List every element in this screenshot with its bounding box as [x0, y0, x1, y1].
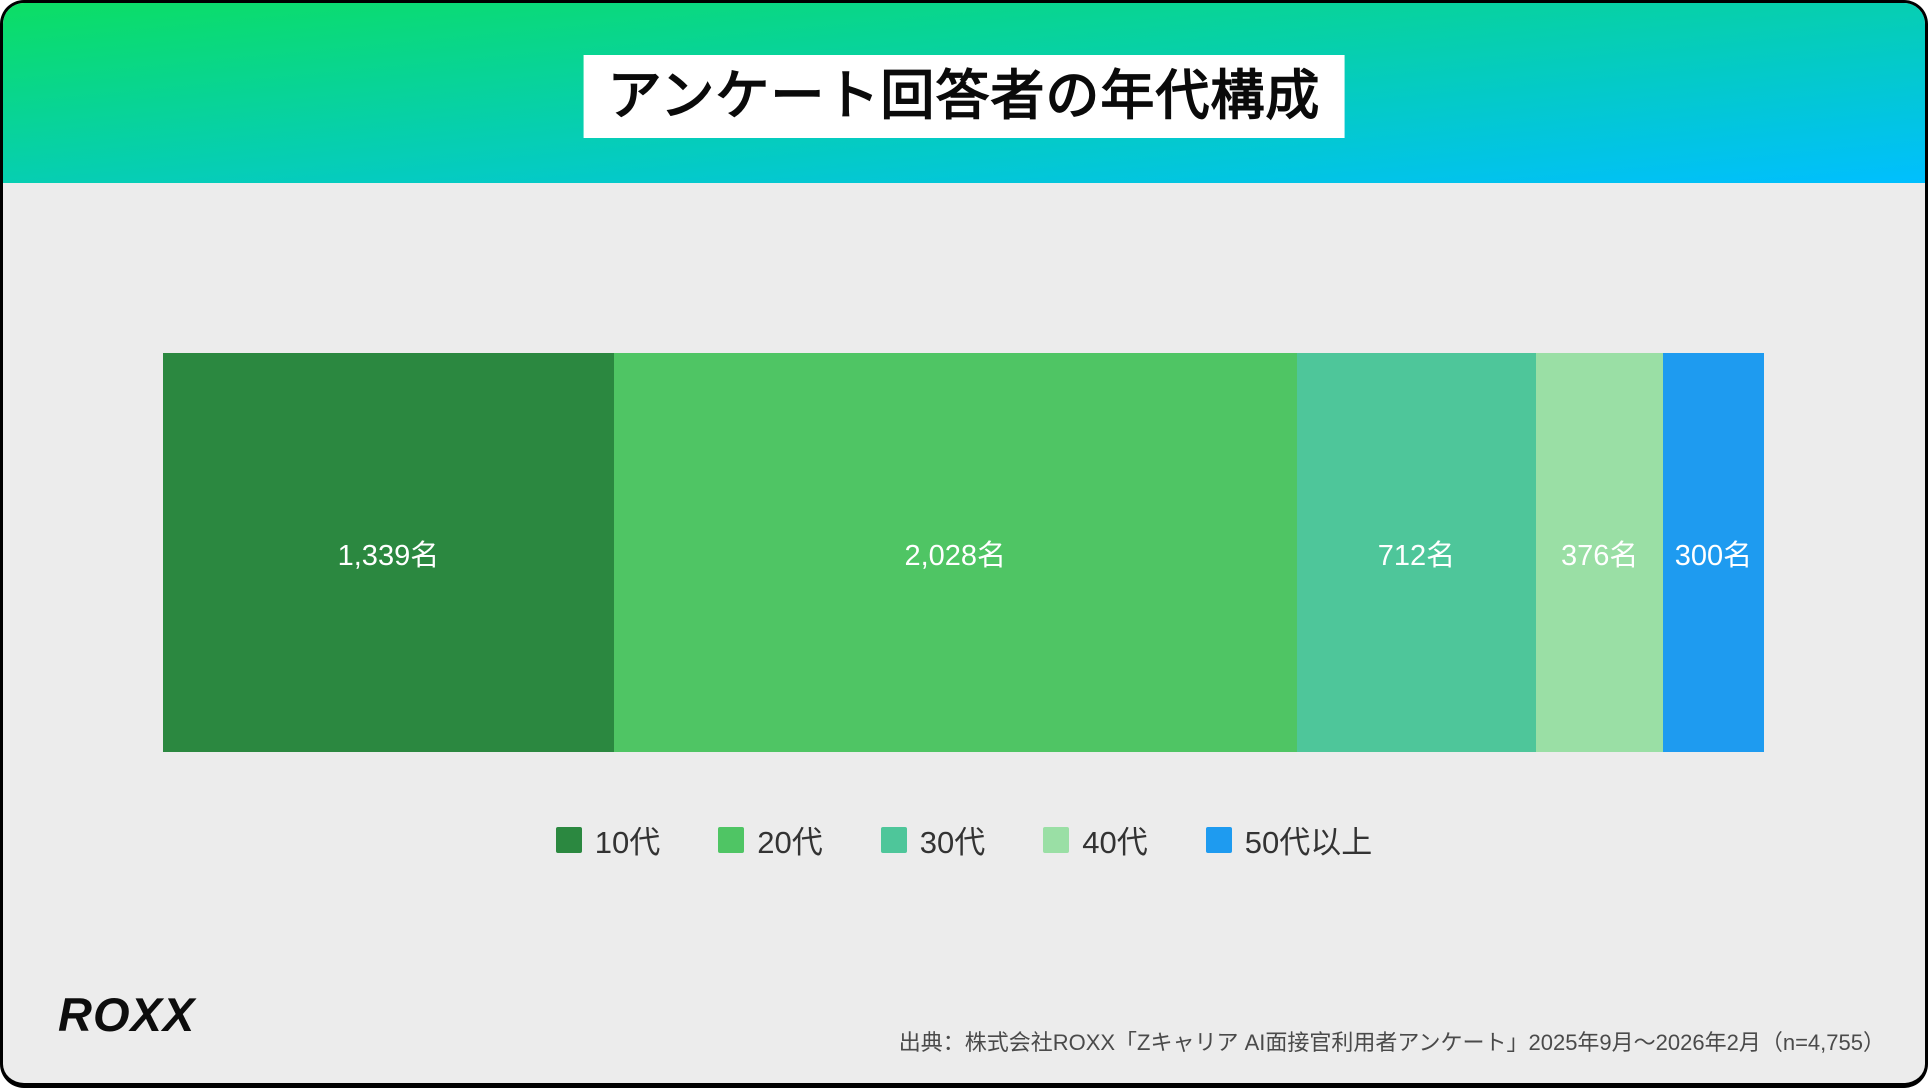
bar-segment-20s: 2,028名 — [613, 353, 1297, 752]
bar-segment-30s: 712名 — [1296, 353, 1537, 752]
bar-segment-40s-value: 376名 — [1560, 539, 1639, 572]
source-attribution: 出典：株式会社ROXX「Zキャリア AI面接官利用者アンケート」2025年9月〜… — [898, 1030, 1885, 1055]
legend-swatch-50s-plus-icon — [1205, 826, 1232, 853]
header-banner: アンケート回答者の年代構成 — [3, 3, 1925, 183]
bar-segment-40s: 376名 — [1536, 353, 1663, 752]
legend-item-10s: 10代 — [555, 817, 661, 862]
legend-item-50s-plus: 50代以上 — [1205, 817, 1373, 862]
legend-item-20s: 20代 — [718, 817, 823, 862]
page-title: アンケート回答者の年代構成 — [583, 55, 1345, 138]
legend-label-50s-plus: 50代以上 — [1244, 825, 1373, 860]
legend-label-10s: 10代 — [594, 825, 661, 860]
bar-segment-50s-plus: 300名 — [1662, 353, 1764, 752]
chart-legend: 10代 20代 30代 40代 50代以上 — [3, 817, 1925, 862]
legend-swatch-20s-icon — [718, 826, 745, 853]
roxx-logo: ROXX — [58, 988, 196, 1041]
legend-label-20s: 20代 — [757, 825, 823, 860]
legend-swatch-40s-icon — [1043, 826, 1070, 853]
bar-segment-30s-value: 712名 — [1377, 539, 1456, 572]
bar-segment-10s: 1,339名 — [163, 353, 614, 752]
legend-item-40s: 40代 — [1043, 817, 1148, 862]
legend-item-30s: 30代 — [880, 817, 986, 862]
legend-label-30s: 30代 — [919, 825, 986, 860]
bar-segment-20s-value: 2,028名 — [904, 539, 1007, 572]
legend-swatch-10s-icon — [555, 826, 582, 853]
legend-swatch-30s-icon — [880, 826, 907, 853]
legend-label-40s: 40代 — [1082, 825, 1148, 860]
bar-segment-10s-value: 1,339名 — [337, 539, 440, 572]
stacked-bar-chart: 1,339名 2,028名 712名 376名 300名 — [163, 353, 1764, 752]
bar-segment-50s-plus-value: 300名 — [1674, 539, 1753, 572]
